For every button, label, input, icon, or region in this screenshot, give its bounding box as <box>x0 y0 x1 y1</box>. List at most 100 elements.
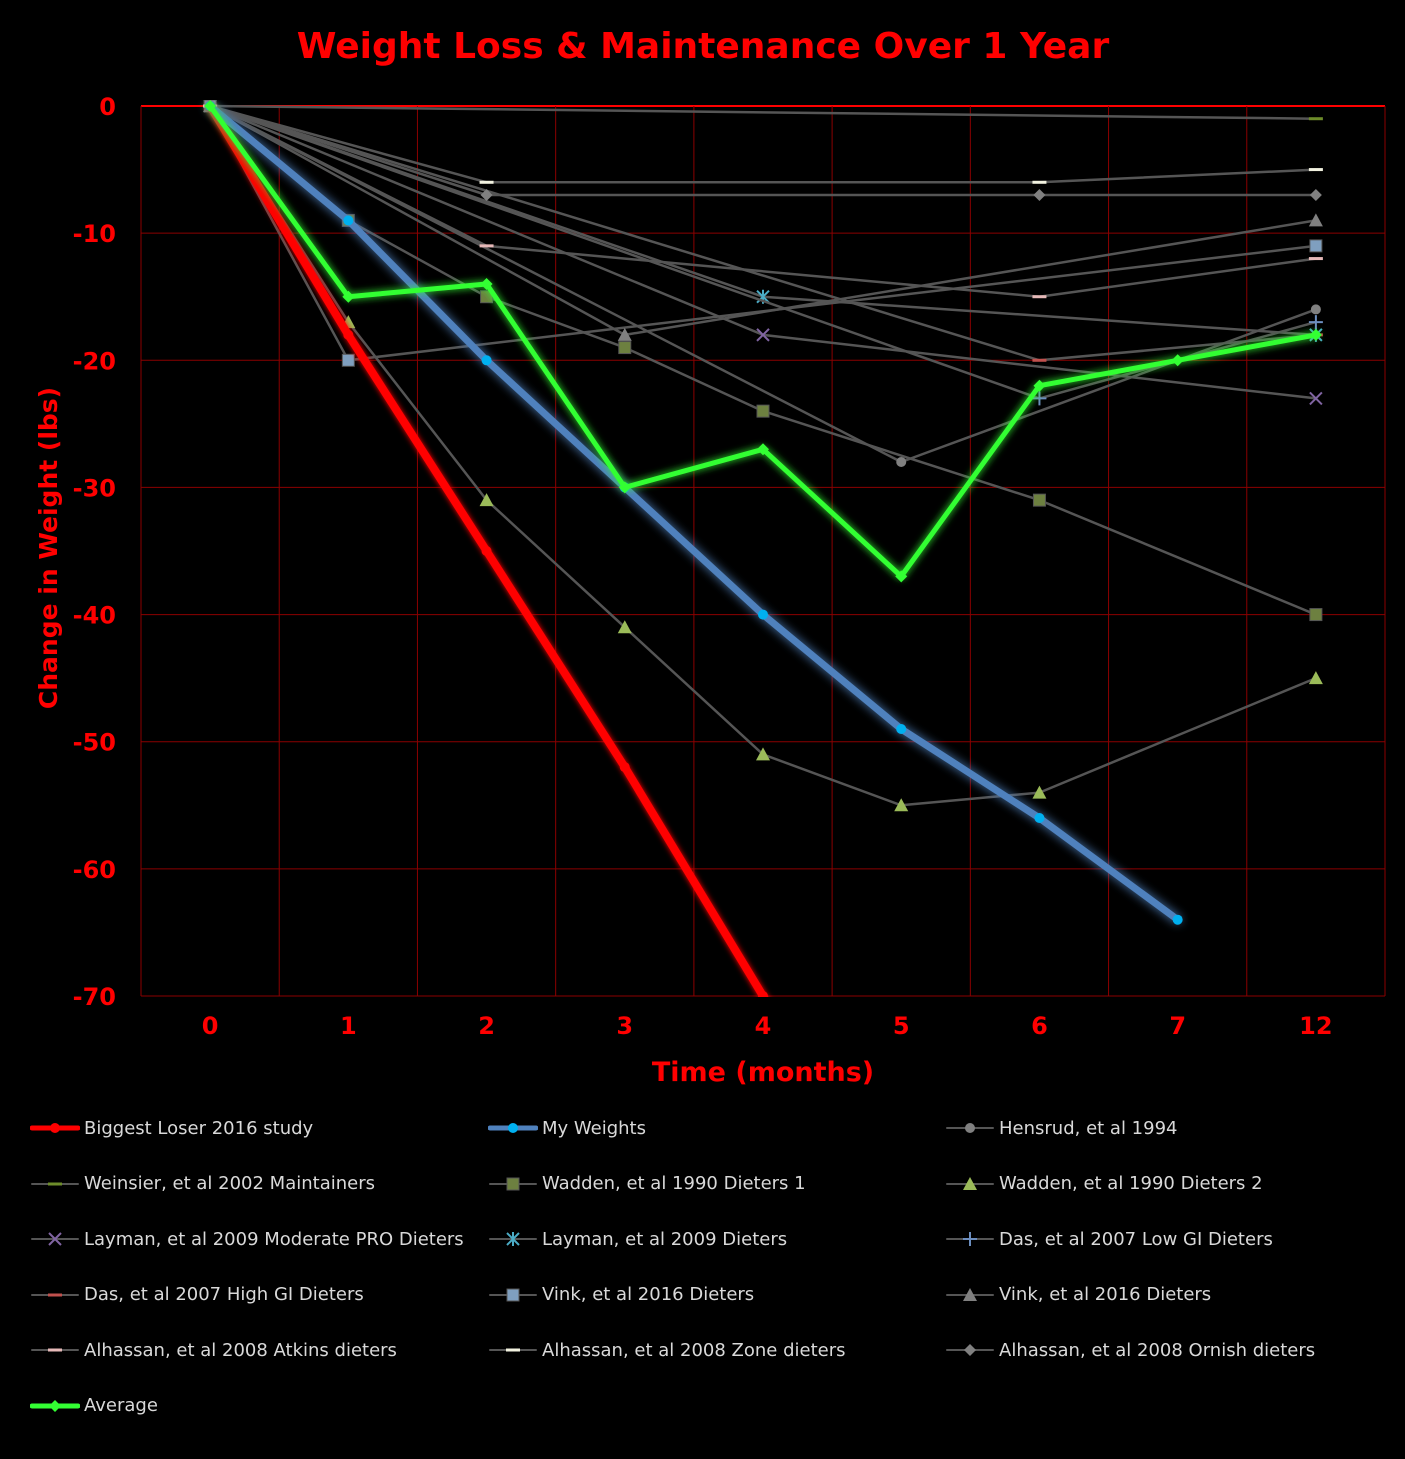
legend-label: Biggest Loser 2016 study <box>84 1117 314 1139</box>
legend-item: Alhassan, et al 2008 Zone dieters <box>488 1338 846 1362</box>
series-line <box>208 104 1318 807</box>
series-alhassan-et-al-2008-atkins-dieters <box>203 104 1323 299</box>
legend-item: Layman, et al 2009 Dieters <box>488 1227 787 1251</box>
legend-marker <box>506 1232 520 1246</box>
x-tick-label: 1 <box>340 1012 357 1040</box>
legend-item: Weinsier, et al 2002 Maintainers <box>30 1172 375 1196</box>
x-axis-ticks: 0 1 2 3 4 5 6 7 12 <box>202 1012 1333 1040</box>
data-point <box>1308 315 1323 330</box>
legend-label: Wadden, et al 1990 Dieters 1 <box>542 1173 806 1194</box>
data-point <box>896 724 907 734</box>
x-tick-label: 7 <box>1169 1012 1186 1040</box>
series-line <box>208 104 1318 120</box>
y-tick-label: 0 <box>99 93 116 121</box>
legend-label: My Weights <box>542 1117 646 1139</box>
data-point <box>1308 671 1323 685</box>
data-point <box>1032 180 1047 184</box>
legend-swatch <box>31 1293 79 1296</box>
series-line <box>206 102 1182 924</box>
series-vink-et-al-2016-dieters <box>203 100 1323 341</box>
data-point <box>1310 304 1321 315</box>
data-point <box>479 493 494 507</box>
data-point <box>894 798 909 812</box>
legend-marker <box>49 1399 61 1412</box>
legend-marker <box>963 1176 977 1190</box>
data-point <box>618 341 632 355</box>
x-tick-label: 12 <box>1299 1012 1332 1040</box>
legend-item: Das, et al 2007 Low GI Dieters <box>945 1227 1273 1251</box>
data-point <box>1308 213 1323 227</box>
legend-swatch <box>488 1123 538 1133</box>
series-line <box>208 104 1318 197</box>
legend-label: Alhassan, et al 2008 Ornish dieters <box>999 1339 1316 1361</box>
data-point <box>481 355 492 366</box>
legend-label: Wadden, et al 1990 Dieters 2 <box>999 1173 1263 1194</box>
data-point <box>204 100 217 112</box>
data-point <box>479 180 494 184</box>
data-point <box>1308 257 1323 261</box>
data-point <box>618 481 631 494</box>
legend-item: Wadden, et al 1990 Dieters 2 <box>945 1172 1263 1196</box>
series-biggest-loser-2016-study <box>205 101 769 997</box>
data-point <box>341 353 355 367</box>
legend-item: Layman, et al 2009 Moderate PRO Dieters <box>30 1227 464 1251</box>
data-point <box>342 290 355 303</box>
legend-swatch <box>946 1344 994 1356</box>
legend-swatch <box>489 1288 537 1301</box>
data-point <box>1032 785 1047 799</box>
legend-marker <box>963 1287 977 1301</box>
data-point <box>617 327 632 341</box>
data-point <box>343 329 354 340</box>
data-point <box>479 244 494 248</box>
data-point <box>1032 295 1047 299</box>
legend-swatch <box>946 1287 994 1301</box>
data-point <box>1032 358 1047 362</box>
y-tick-label: -10 <box>73 220 116 248</box>
series-average <box>204 100 1322 583</box>
legend-swatch <box>31 1348 79 1352</box>
x-tick-label: 0 <box>202 1012 219 1040</box>
data-point <box>1309 189 1322 201</box>
y-tick-label: -70 <box>73 983 116 1011</box>
legend-item: Alhassan, et al 2008 Ornish dieters <box>945 1338 1315 1362</box>
data-point <box>1033 189 1046 201</box>
legend-marker <box>965 1123 975 1133</box>
data-point <box>481 546 492 556</box>
legend-marker <box>50 1123 60 1133</box>
y-tick-label: -20 <box>73 347 116 375</box>
legend-item: Biggest Loser 2016 study <box>30 1116 313 1140</box>
legend-swatch <box>30 1399 80 1412</box>
legend-label: Vink, et al 2016 Dieters <box>999 1284 1212 1305</box>
y-tick-label: -30 <box>73 474 116 502</box>
legend-item: Das, et al 2007 High GI Dieters <box>30 1283 364 1307</box>
legend-item: Wadden, et al 1990 Dieters 1 <box>488 1172 806 1196</box>
legend-label: Alhassan, et al 2008 Atkins dieters <box>84 1339 397 1361</box>
series-layman-et-al-2009-dieters <box>203 100 1323 342</box>
legend-label: Das, et al 2007 High GI Dieters <box>84 1284 364 1305</box>
legend-label: Average <box>84 1395 158 1416</box>
series-das-et-al-2007-low-gi-dieters <box>203 100 1323 406</box>
legend-item: Vink, et al 2016 Dieters <box>488 1283 754 1307</box>
plot-series <box>203 100 1323 997</box>
legend-marker <box>48 1182 62 1185</box>
data-point <box>1308 117 1323 121</box>
data-point <box>480 189 493 201</box>
series-line <box>206 102 769 997</box>
legend-marker <box>506 1348 520 1352</box>
legend-marker <box>506 1177 520 1190</box>
legend-swatch <box>489 1177 537 1190</box>
legend-marker <box>964 1344 976 1356</box>
data-point <box>343 215 354 226</box>
legend-label: Alhassan, et al 2008 Zone dieters <box>542 1339 846 1361</box>
data-point <box>1032 391 1047 406</box>
y-tick-label: -40 <box>73 602 116 630</box>
y-axis-ticks: 0 -10 -20 -30 -40 -50 -60 -70 <box>73 93 116 1011</box>
legend-swatch <box>30 1123 80 1133</box>
data-point <box>1172 914 1183 925</box>
legend-swatch <box>31 1232 79 1246</box>
x-tick-label: 5 <box>893 1012 910 1040</box>
chart-title: Weight Loss & Maintenance Over 1 Year <box>297 26 1110 67</box>
legend-label: Vink, et al 2016 Dieters <box>542 1284 755 1305</box>
data-point <box>756 404 770 418</box>
